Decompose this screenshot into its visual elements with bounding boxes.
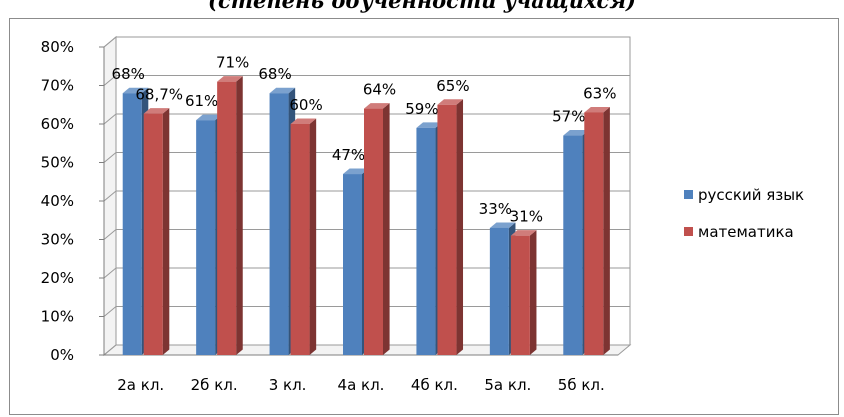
data-label: 64%	[363, 81, 396, 99]
bar-top	[416, 122, 443, 128]
bar-side	[383, 103, 390, 355]
data-label: 68,7%	[135, 86, 183, 104]
bar-top	[489, 222, 516, 228]
y-tick-label: 40%	[41, 192, 74, 210]
legend-label: русский язык	[698, 186, 804, 204]
data-label: 63%	[583, 84, 616, 102]
y-tick-label: 80%	[41, 38, 74, 56]
bar-top	[364, 103, 390, 109]
bar-top	[343, 168, 369, 175]
bar-front	[584, 112, 604, 355]
y-tick-label: 60%	[41, 115, 74, 133]
x-tick-label: 2б кл.	[191, 376, 238, 394]
x-tick-label: 2а кл.	[117, 376, 164, 394]
bar-top	[584, 106, 610, 113]
bar	[437, 99, 464, 355]
bar-front	[290, 124, 310, 355]
chart-header-title: (степень обученности учащихся)	[208, 0, 636, 13]
bar-top	[563, 130, 589, 136]
legend-swatch	[684, 227, 693, 236]
x-tick-label: 4б кл.	[411, 376, 458, 394]
bar	[510, 230, 537, 355]
bar	[143, 108, 170, 355]
data-label: 68%	[112, 65, 145, 83]
bar-top	[269, 87, 296, 94]
bar-front	[217, 81, 237, 356]
bar-front	[364, 108, 383, 355]
y-tick-label: 70%	[41, 77, 74, 95]
y-tick-label: 30%	[41, 231, 74, 249]
y-tick-label: 20%	[41, 269, 74, 287]
gridline	[103, 36, 630, 48]
bar-top	[143, 108, 170, 114]
bar-side	[236, 76, 243, 356]
data-label: 65%	[436, 77, 469, 95]
bar-side	[309, 118, 317, 355]
data-label: 68%	[258, 65, 291, 83]
bar-front	[416, 127, 436, 355]
bar-top	[196, 114, 222, 121]
bar	[217, 76, 243, 356]
bar-side	[529, 230, 537, 355]
x-tick-label: 3 кл.	[269, 376, 307, 394]
y-tick-label: 0%	[50, 346, 74, 364]
data-label: 60%	[289, 96, 322, 114]
y-tick-label: 50%	[41, 154, 74, 172]
bar-front	[122, 93, 142, 355]
bar	[364, 103, 390, 355]
bar-side	[456, 99, 464, 355]
bar	[584, 106, 610, 355]
bar-top	[122, 87, 149, 94]
gridline	[103, 75, 630, 86]
data-label: 47%	[332, 146, 365, 164]
bar	[290, 118, 317, 355]
bar-front	[343, 174, 362, 355]
x-tick-label: 5а кл.	[484, 376, 531, 394]
data-label: 59%	[405, 100, 438, 118]
data-label: 71%	[216, 54, 249, 72]
data-label: 33%	[479, 200, 512, 218]
bar-side	[603, 106, 610, 355]
y-tick-label: 10%	[41, 308, 74, 326]
bar-top	[290, 118, 317, 124]
bar-side	[162, 108, 170, 355]
bar-top	[437, 99, 464, 105]
x-tick-label: 4а кл.	[338, 376, 385, 394]
legend-swatch	[684, 190, 693, 199]
bar-front	[143, 113, 163, 355]
data-label: 57%	[552, 108, 585, 126]
data-label: 31%	[510, 208, 543, 226]
bar-front	[510, 235, 530, 355]
x-tick-label: 5б кл.	[558, 376, 605, 394]
bar-top	[217, 76, 243, 82]
data-label: 61%	[185, 92, 218, 110]
legend-label: математика	[698, 223, 794, 241]
bar-front	[269, 93, 289, 355]
bar-front	[563, 135, 583, 355]
bar-front	[489, 227, 509, 355]
bar-top	[510, 230, 537, 236]
bar-front	[437, 104, 457, 355]
bar-front	[196, 120, 216, 356]
